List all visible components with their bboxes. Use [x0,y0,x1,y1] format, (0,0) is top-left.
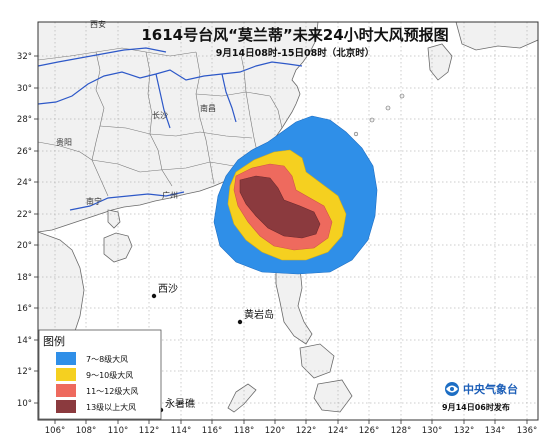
palawan [227,383,257,413]
place-label-guangzhou: 广州 [162,190,178,200]
lon-label: 120° [265,426,285,436]
lon-label: 116° [202,426,222,436]
place-label-guiyang: 贵阳 [56,137,72,147]
lon-label: 122° [296,426,316,436]
legend-swatch-7-8 [56,352,76,365]
tick-marks [34,55,528,424]
lon-label: 106° [45,426,65,436]
map-title: 1614号台风“莫兰蒂”未来24小时大风预报图 [141,26,448,44]
place-label-xian: 西安 [90,19,106,29]
place-label-nanchang: 南昌 [200,103,216,113]
lon-label: 114° [171,426,191,436]
lat-label: 30° [17,84,32,94]
legend-label: 9～10级大风 [86,370,133,380]
legend-label: 7～8级大风 [86,354,128,364]
xisha-marker [151,293,157,299]
philippines-mindanao [313,379,353,413]
lat-label: 16° [17,304,32,314]
place-label-xisha: 西沙 [158,283,178,295]
place-label-nanning: 南宁 [86,196,102,206]
legend-swatch-9-10 [56,368,76,381]
place-label-yongshu: 永暑礁 [165,397,195,410]
lon-label: 112° [139,426,159,436]
japan-kyushu [427,43,453,81]
lon-label: 108° [76,426,96,436]
leizhou-peninsula [107,209,121,229]
lon-label: 124° [328,426,348,436]
lat-label: 32° [17,52,32,62]
graticule [38,22,538,420]
legend-label: 13级以上大风 [86,402,136,412]
place-label-changsha: 长沙 [152,110,168,120]
lat-label: 20° [17,241,32,251]
lon-label: 134° [485,426,505,436]
lon-label: 126° [359,426,379,436]
lon-label: 110° [108,426,128,436]
legend-swatch-13-plus [56,400,76,413]
legend-label: 11～12级大风 [86,386,138,396]
wind-area-13-plus [239,175,321,239]
map-frame [37,21,539,421]
issue-time: 9月14日06时发布 [442,402,510,412]
lon-label: 136° [517,426,537,436]
lat-label: 24° [17,178,32,188]
legend: 图例 7～8级大风 9～10级大风 11～12级大风 13级以上大风 [38,329,162,420]
map-subtitle: 9月14日08时-15日08时（北京时） [216,47,374,59]
lon-label: 130° [422,426,442,436]
place-label-huangyan: 黄岩岛 [244,308,274,321]
agency-name: 中央气象台 [463,382,518,396]
legend-swatch-11-12 [56,384,76,397]
lat-label: 12° [17,367,32,377]
cma-logo-icon [445,382,459,396]
lat-label: 22° [17,210,32,220]
japan-honshu [455,22,538,51]
lat-label: 14° [17,336,32,346]
lon-label: 118° [234,426,254,436]
lat-label: 10° [17,399,32,409]
agency-logo: 中央气象台 [445,382,518,396]
legend-title: 图例 [43,334,65,348]
lat-label: 26° [17,147,32,157]
philippines-visayas [299,343,335,379]
lon-label: 128° [391,426,411,436]
lat-label: 28° [17,115,32,125]
huangyan-marker [237,319,243,325]
rivers [38,47,303,211]
lat-label: 18° [17,273,32,283]
lon-label: 132° [454,426,474,436]
